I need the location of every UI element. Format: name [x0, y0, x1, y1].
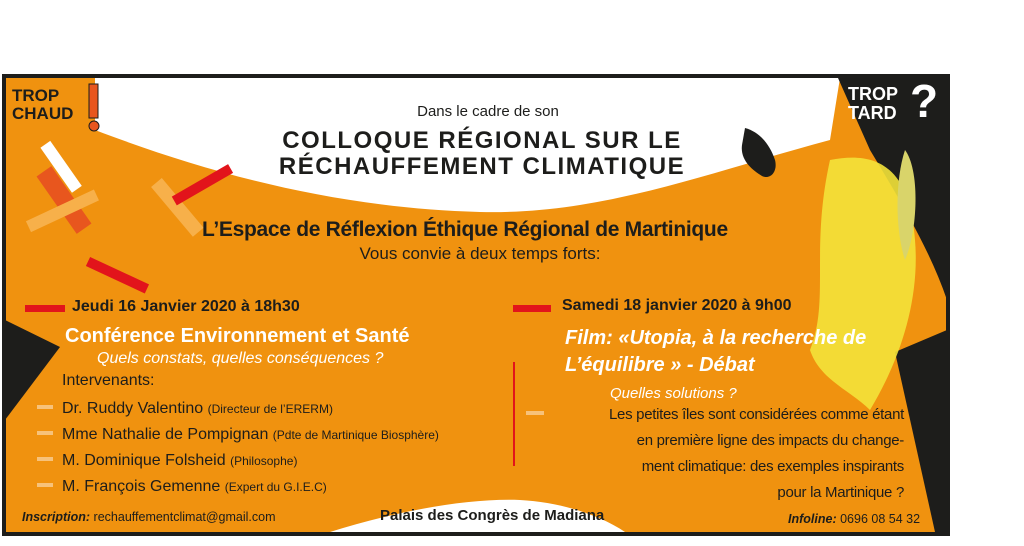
event2-date: Samedi 18 janvier 2020 à 9h00 — [562, 297, 792, 314]
speaker-item: Dr. Ruddy Valentino (Directeur de l’ERER… — [62, 400, 333, 417]
speaker-item: Mme Nathalie de Pompignan (Pdte de Marti… — [62, 426, 439, 443]
infoline-number: 0696 08 54 32 — [840, 512, 921, 526]
organizer: L’Espace de Réflexion Éthique Régional d… — [202, 218, 728, 241]
trop-chaud-badge: TROP CHAUD — [12, 86, 74, 123]
event2-description: Les petites îles sont considérées comme … — [609, 406, 904, 501]
venue: Palais des Congrès de Madiana — [380, 507, 605, 524]
speakers-list: Dr. Ruddy Valentino (Directeur de l’ERER… — [62, 396, 439, 500]
infoline: Infoline: 0696 08 54 32 — [788, 512, 921, 526]
top-right-black-shape — [838, 78, 947, 300]
invite-text: Vous convie à deux temps forts: — [359, 244, 601, 263]
page-title: COLLOQUE RÉGIONAL SUR LE RÉCHAUFFEMENT C… — [278, 127, 686, 180]
top-white-wave — [95, 78, 840, 213]
event2-subtitle: Quelles solutions ? — [610, 385, 737, 402]
bottom-right-black-shape — [895, 330, 947, 532]
left-black-shape — [5, 320, 60, 420]
speakers-label: Intervenants: — [62, 372, 155, 389]
event1-subtitle: Quels constats, quelles conséquences ? — [97, 350, 384, 367]
inscription-email[interactable]: rechauffementclimat@gmail.com — [93, 510, 276, 524]
martinique-island-icon — [741, 128, 776, 178]
exclamation-mark-icon — [88, 83, 99, 119]
leaf-illustration — [810, 157, 916, 410]
question-mark-icon: ? — [910, 75, 939, 127]
divider — [513, 362, 515, 466]
event1-date: Jeudi 16 Janvier 2020 à 18h30 — [72, 298, 300, 315]
speaker-item: M. François Gemenne (Expert du G.I.E.C) — [62, 478, 327, 495]
event1-red-bar — [25, 305, 65, 312]
inscription: Inscription: rechauffementclimat@gmail.c… — [22, 510, 276, 524]
flyer-border — [2, 74, 950, 536]
event2-red-bar — [513, 305, 551, 312]
bottom-white-wave — [330, 499, 625, 532]
event2-title: Film: «Utopia, à la recherche de L’équil… — [565, 327, 867, 376]
trop-tard-badge: TROP TARD — [848, 84, 899, 123]
event1-title: Conférence Environnement et Santé — [65, 325, 410, 347]
speaker-item: M. Dominique Folsheid (Philosophe) — [62, 452, 298, 469]
intro-text: Dans le cadre de son — [417, 103, 559, 120]
